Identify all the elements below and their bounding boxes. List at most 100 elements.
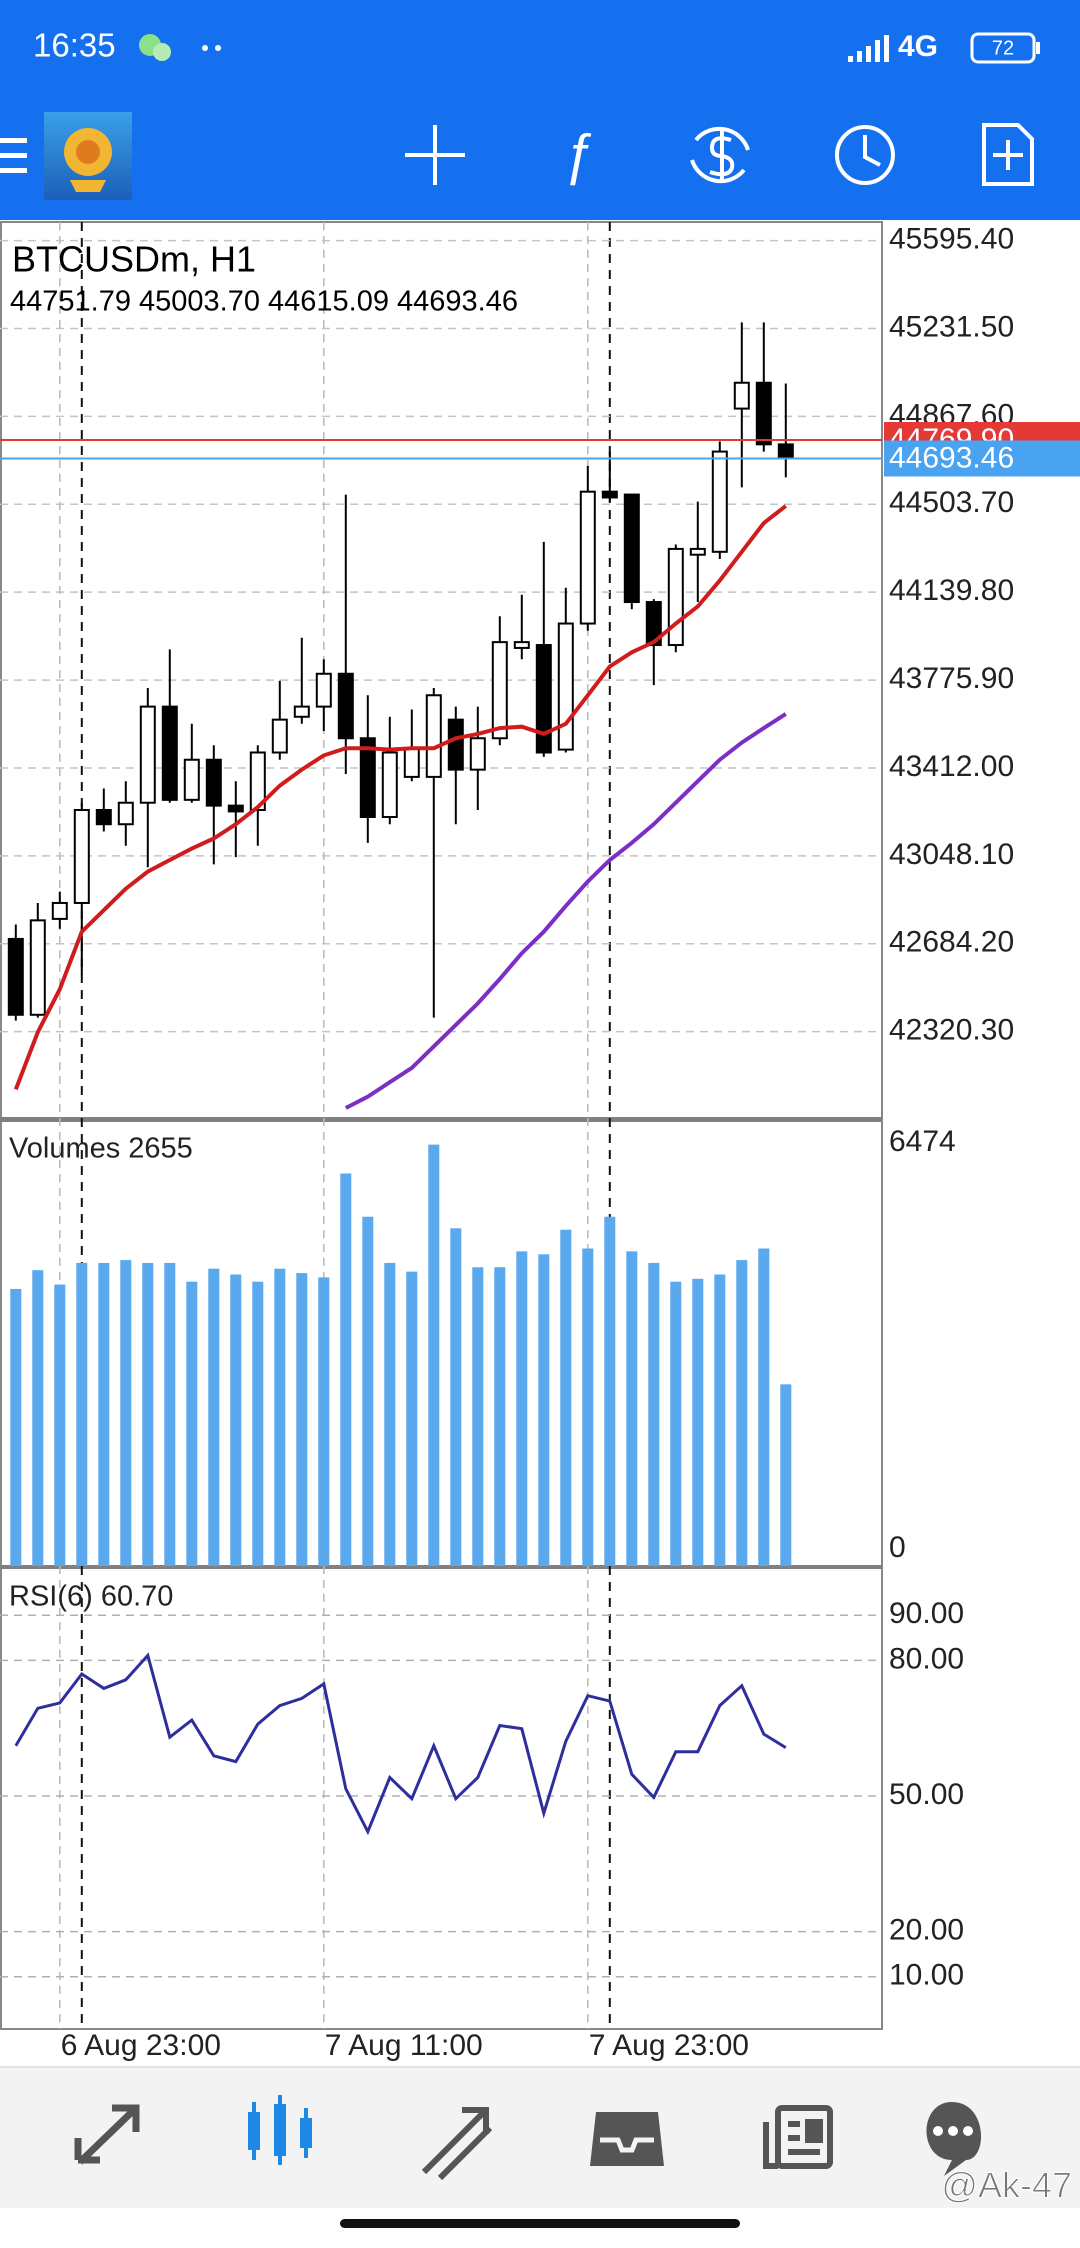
candle-body	[513, 641, 530, 649]
volume-bar	[54, 1284, 66, 1566]
watermark: @Ak-47	[941, 2165, 1072, 2206]
rsi-line	[14, 1652, 787, 1836]
candle-body	[117, 801, 134, 826]
chart-subtitle: 44751.79 45003.70 44615.09 44693.46	[10, 286, 518, 318]
volume-bar	[538, 1254, 550, 1566]
candle-body	[777, 443, 794, 460]
bottom-nav	[0, 2068, 1080, 2208]
app-logo[interactable]	[44, 112, 132, 200]
y-tick-label: 43412.00	[889, 750, 1014, 783]
price-label-box	[884, 440, 1080, 477]
candle-body	[403, 747, 420, 778]
volume-bar	[516, 1251, 528, 1566]
y-tick-label: 45595.40	[889, 223, 1014, 256]
volume-bar	[692, 1278, 704, 1566]
candle-body	[205, 758, 222, 807]
new-order-button[interactable]	[982, 123, 1034, 186]
candle-body	[755, 381, 772, 446]
signal-icon	[848, 35, 889, 62]
chart-tab[interactable]	[248, 2095, 312, 2165]
volume-bar	[780, 1384, 792, 1566]
volume-bar	[758, 1248, 770, 1566]
x-tick-label: 7 Aug 11:00	[325, 2029, 483, 2062]
y-tick-label: 10.00	[889, 1959, 964, 1992]
indicators-button[interactable]: ƒ	[562, 122, 593, 186]
candle-body	[381, 751, 398, 818]
volume-bar	[230, 1274, 242, 1566]
volume-bar	[76, 1262, 88, 1566]
history-tab[interactable]	[590, 2112, 664, 2166]
panel-divider	[0, 1565, 882, 1569]
volume-bar	[560, 1229, 572, 1566]
candle-body	[579, 490, 596, 625]
battery-level: 72	[992, 37, 1014, 59]
quotes-tab[interactable]	[74, 2104, 140, 2165]
moving-average-line	[344, 712, 787, 1110]
wechat-icon	[139, 34, 171, 61]
volume-bar	[164, 1262, 176, 1566]
candle-body	[7, 937, 24, 1016]
candle-body	[535, 644, 552, 754]
trade-tab[interactable]	[421, 2107, 493, 2181]
volume-bar	[296, 1273, 308, 1566]
home-indicator	[340, 2219, 740, 2228]
candle-body	[447, 718, 464, 771]
chart-title: BTCUSDm, H1	[12, 239, 256, 280]
moving-average-line	[13, 504, 788, 1091]
rsi-plot	[14, 1652, 787, 1836]
volume-bar	[626, 1251, 638, 1566]
chart-frame	[0, 221, 883, 2030]
chat-tab[interactable]	[926, 2102, 982, 2176]
volume-bar	[98, 1262, 110, 1566]
candle-body	[667, 547, 684, 647]
candle-body	[315, 672, 332, 708]
y-tick-label: 0	[889, 1531, 906, 1564]
candle-body	[623, 493, 640, 604]
candle-body	[733, 381, 750, 410]
network-type: 4G	[898, 30, 938, 63]
panel-title: Volumes 2655	[9, 1133, 193, 1165]
volume-bar	[670, 1281, 682, 1566]
more-dots	[202, 45, 221, 51]
volume-bar	[472, 1267, 484, 1566]
candle-body	[227, 804, 244, 813]
symbols-button[interactable]	[690, 126, 750, 184]
candle-body	[293, 705, 310, 718]
volume-bar	[340, 1173, 352, 1566]
volume-bar	[450, 1228, 462, 1566]
timeframe-button[interactable]	[835, 125, 895, 185]
x-tick-label: 6 Aug 23:00	[61, 2029, 221, 2062]
y-tick-label: 44139.80	[889, 574, 1014, 607]
volume-bar	[208, 1268, 220, 1566]
y-tick-label: 43048.10	[889, 838, 1014, 871]
candle-body	[139, 705, 156, 804]
volume-bar	[736, 1260, 748, 1566]
volume-bar	[582, 1248, 594, 1566]
y-tick-label: 43775.90	[889, 662, 1014, 695]
y-tick-label: 6474	[889, 1125, 956, 1158]
candle-body	[183, 758, 200, 801]
crosshair-button[interactable]	[405, 125, 465, 185]
status-time: 16:35	[33, 27, 116, 64]
volume-bar	[714, 1274, 726, 1566]
candle-body	[51, 901, 68, 920]
y-tick-label: 44503.70	[889, 486, 1014, 519]
candle-body	[271, 718, 288, 754]
volume-bar	[318, 1277, 330, 1566]
volume-bar	[274, 1268, 286, 1566]
volume-bar	[648, 1262, 660, 1566]
y-tick-label: 42684.20	[889, 926, 1014, 959]
volume-bar	[604, 1216, 616, 1566]
candle-body	[645, 601, 662, 647]
volume-bar	[186, 1281, 198, 1566]
volume-bar	[142, 1262, 154, 1566]
candle-body	[161, 705, 178, 801]
y-tick-label: 20.00	[889, 1914, 964, 1947]
news-tab[interactable]	[763, 2105, 833, 2169]
y-tick-label: 80.00	[889, 1642, 964, 1675]
volume-bar	[428, 1144, 440, 1566]
app-header	[0, 0, 1080, 220]
menu-button[interactable]	[0, 138, 27, 173]
volume-bar	[252, 1281, 264, 1566]
